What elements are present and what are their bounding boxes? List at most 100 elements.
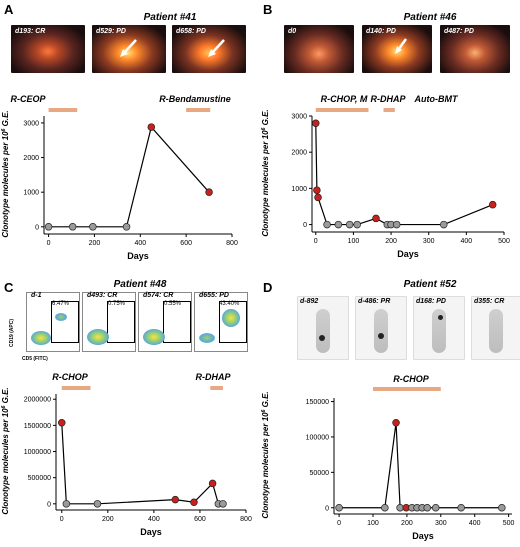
y-tick-label: 0 [47,501,51,508]
regimen-label: R-DHAP [371,94,407,104]
scan-label: d487: PD [444,28,474,35]
data-point [392,220,401,229]
data-point [208,479,217,488]
data-point [457,504,465,512]
pet-scan-image: d140: PD [362,25,432,73]
pet-scan-image: d658: PD [172,25,246,73]
mip-scan-image: d-486: PR [355,296,407,360]
x-tick-label: 500 [498,238,510,245]
y-axis-label: Clonotype molecules per 106 G.E. [1,110,10,237]
regimen-label: R-CEOP [10,94,46,104]
x-tick-label: 400 [148,516,160,523]
regimen-label: R-Bendamustine [159,94,231,104]
x-tick-label: 300 [423,238,435,245]
data-point [353,220,361,229]
data-point [205,188,213,196]
scan-label: d140: PD [366,28,396,35]
pet-scan-image: d193: CR [11,25,85,73]
x-tick-label: 0 [337,520,341,527]
flow-day-label: d574: CR [143,292,174,299]
series-line [61,422,223,505]
data-point [488,200,497,209]
regimen-label: R-CHOP [52,372,88,382]
y-axis-label: Clonotype molecules per 106 G.E. [1,387,10,514]
mip-scan-image: d355: CR [471,296,520,360]
flow-gate [219,301,247,343]
scan-label: d658: PD [176,28,206,35]
arrow-icon [208,39,225,57]
flow-plot: d493: CR 0.75% [82,292,136,352]
y-tick-label: 2000000 [24,397,51,404]
scan-label: d-486: PR [358,298,391,305]
regimen-bar [372,387,441,391]
y-tick-label: 1000 [23,190,39,197]
y-axis-label: Clonotype molecules per 106 G.E. [261,109,270,236]
data-point [312,119,320,127]
flow-percent: 43.40% [219,301,240,307]
data-point [498,504,506,512]
y-tick-label: 1500000 [24,423,51,430]
flow-axis-y-label: CD19 (APC) [9,318,15,348]
flow-population [87,329,109,345]
x-tick-label: 0 [314,238,318,245]
panel-label-b: B [263,2,273,17]
y-tick-label: 100000 [306,434,329,441]
flow-gate [51,301,79,343]
data-point [147,123,156,131]
y-axis-label: Clonotype molecules per 106 G.E. [261,391,270,518]
flow-percent: 0.55% [164,301,182,307]
flow-population [31,331,51,345]
flow-gate [107,301,135,343]
x-axis-label: Days [397,249,419,259]
y-tick-label: 3000 [23,120,39,127]
y-tick-label: 0 [303,222,307,229]
data-point [313,186,321,194]
pet-scan-image: d0 [284,25,354,73]
panel-title-d: Patient #52 [403,279,457,290]
series-line [315,123,493,226]
scan-label: d168: PD [416,298,446,305]
scan-label: d0 [288,28,297,35]
x-tick-label: 600 [180,240,192,247]
regimen-label: R-CHOP [393,374,429,384]
x-tick-label: 400 [469,520,481,527]
data-point [314,193,322,202]
data-point [372,214,380,223]
flow-plot: d-1 6.47% [26,292,80,352]
chart-patient-41: R-CEOP R-Bendamustine 0 200 400 600 800 0 1000 20… [1,94,238,261]
x-tick-label: 600 [194,516,206,523]
y-tick-label: 3000 [291,114,307,121]
flow-percent: 6.47% [52,301,70,307]
panel-title-c: Patient #48 [113,279,167,290]
data-point [219,500,227,508]
panel-label-c: C [4,280,14,295]
flow-population [143,329,165,345]
regimen-bar [61,386,91,390]
x-tick-label: 400 [134,240,146,247]
data-point [122,223,131,231]
regimen-label: Auto-BMT [414,94,459,104]
data-point [392,419,400,427]
x-axis-label: Days [412,531,434,541]
flow-population [199,333,215,343]
series-line [48,125,210,228]
arrow-icon [120,39,137,57]
flow-plot: d574: CR 0.55% [138,292,192,352]
panel-title-b: Patient #46 [403,12,457,23]
x-tick-label: 800 [240,516,252,523]
data-point [423,504,431,512]
y-tick-label: 1000000 [24,449,51,456]
x-tick-label: 100 [367,520,379,527]
scan-label: d193: CR [15,28,46,35]
y-tick-label: 0 [35,224,39,231]
data-point [334,220,343,229]
x-tick-label: 100 [348,238,360,245]
x-tick-label: 0 [47,240,51,247]
data-point [335,504,343,512]
y-tick-label: 500000 [28,475,51,482]
x-tick-label: 200 [89,240,101,247]
data-point [431,504,440,512]
data-point [44,223,53,231]
data-point [190,498,198,506]
data-point [440,220,448,229]
